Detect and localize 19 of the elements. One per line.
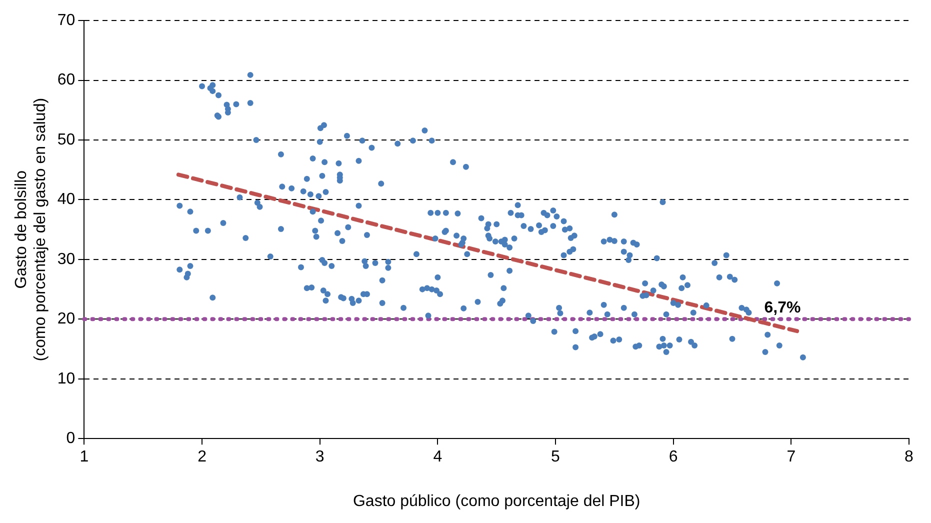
x-tick-label: 6 <box>668 448 678 466</box>
x-axis-title: Gasto público (como porcentaje del PIB) <box>352 492 640 510</box>
y-tick-label: 40 <box>57 191 76 208</box>
y-axis-title: Gasto de bolsillo (como porcentaje del gasto en salud) <box>13 98 50 362</box>
y-tick-label: 20 <box>57 310 76 328</box>
x-tick-label: 1 <box>80 448 89 466</box>
x-tick-label: 2 <box>198 448 207 466</box>
y-tick-label: 70 <box>57 12 76 30</box>
x-tick-label: 5 <box>551 448 560 466</box>
y-tick-label: 0 <box>66 430 76 448</box>
y-tick-label: 30 <box>57 250 76 268</box>
y-tick-label: 60 <box>57 72 76 89</box>
x-tick-label: 3 <box>315 448 324 466</box>
y-tick-label: 50 <box>57 131 76 148</box>
x-tick-label: 7 <box>786 448 796 466</box>
x-tick-label: 8 <box>904 448 914 466</box>
y-tick-label: 10 <box>57 370 76 388</box>
annotation: 6,7% <box>764 300 801 317</box>
x-tick-label: 4 <box>433 448 442 466</box>
